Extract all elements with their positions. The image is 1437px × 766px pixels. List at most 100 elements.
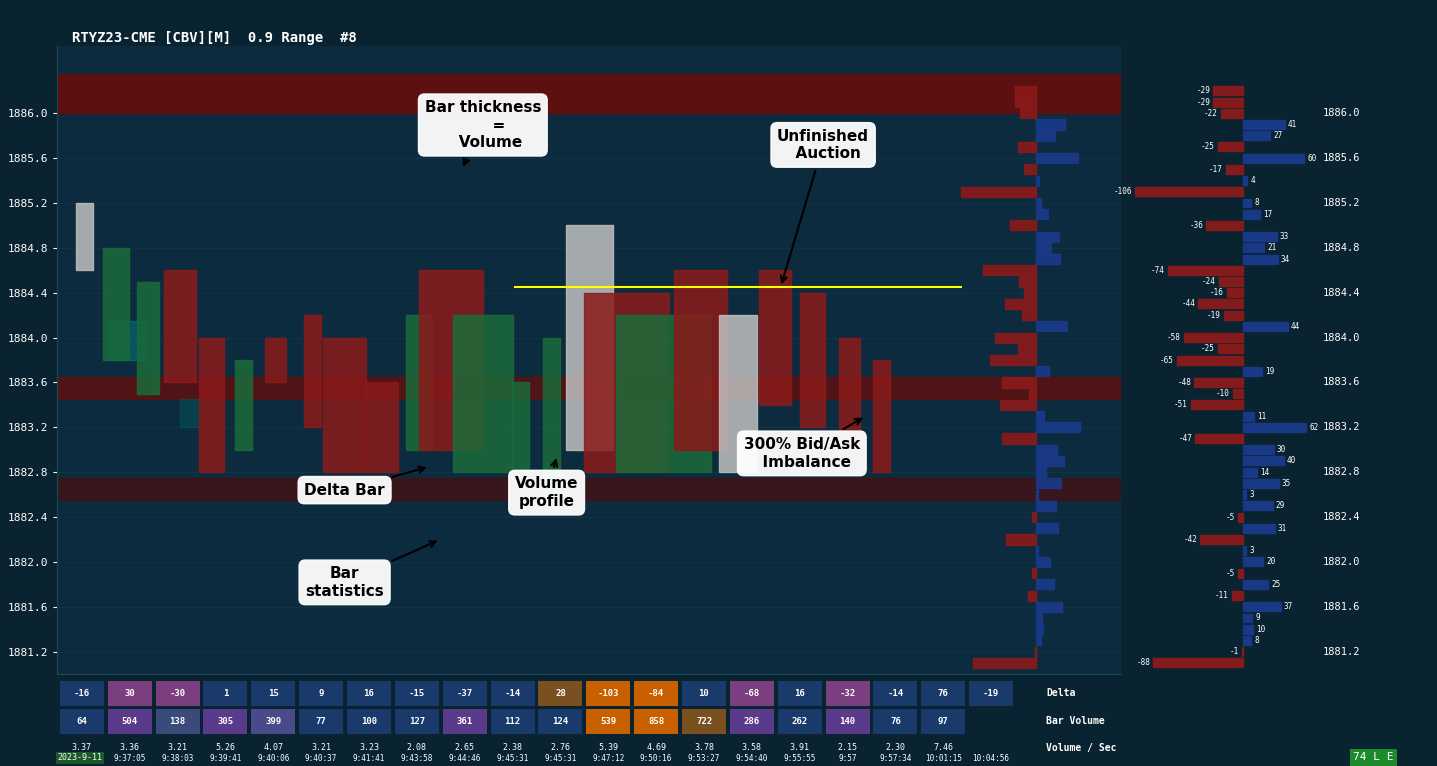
Text: 127: 127 xyxy=(408,717,425,726)
Bar xyxy=(1032,568,1036,578)
Text: 4.07: 4.07 xyxy=(263,743,283,752)
Text: 361: 361 xyxy=(457,717,473,726)
Bar xyxy=(1200,535,1243,544)
FancyBboxPatch shape xyxy=(683,680,726,706)
Text: -48: -48 xyxy=(1177,378,1191,387)
Text: 722: 722 xyxy=(696,717,711,726)
Bar xyxy=(1036,501,1056,511)
Text: -11: -11 xyxy=(1214,591,1229,600)
Text: 10: 10 xyxy=(698,689,710,698)
FancyBboxPatch shape xyxy=(874,680,917,706)
FancyBboxPatch shape xyxy=(825,709,869,734)
FancyBboxPatch shape xyxy=(204,709,247,734)
Bar xyxy=(109,321,145,360)
Text: 30: 30 xyxy=(125,689,135,698)
Text: 9:43:58: 9:43:58 xyxy=(401,754,433,763)
Bar xyxy=(1243,614,1252,623)
Text: 1885.2: 1885.2 xyxy=(1322,198,1359,208)
Text: 9:44:46: 9:44:46 xyxy=(448,754,481,763)
Bar xyxy=(1036,209,1048,219)
FancyBboxPatch shape xyxy=(921,709,966,734)
Text: -14: -14 xyxy=(504,689,520,698)
Bar xyxy=(236,360,251,450)
Bar xyxy=(1036,635,1042,646)
Text: 16: 16 xyxy=(795,689,805,698)
Bar xyxy=(1036,198,1042,208)
Text: 31: 31 xyxy=(1277,524,1288,533)
Text: -14: -14 xyxy=(887,689,904,698)
Bar xyxy=(1036,523,1058,533)
Text: -17: -17 xyxy=(1209,165,1223,174)
FancyBboxPatch shape xyxy=(634,680,678,706)
Text: 1882.8: 1882.8 xyxy=(1322,467,1359,477)
Text: 9:53:27: 9:53:27 xyxy=(688,754,720,763)
FancyBboxPatch shape xyxy=(395,680,438,706)
Bar xyxy=(1036,411,1043,421)
Bar xyxy=(1243,411,1255,421)
Text: -19: -19 xyxy=(983,689,999,698)
Text: 4: 4 xyxy=(1250,176,1255,185)
Bar xyxy=(1002,378,1036,388)
Text: 5.39: 5.39 xyxy=(598,743,618,752)
FancyBboxPatch shape xyxy=(539,709,582,734)
Bar xyxy=(1036,422,1079,432)
Bar xyxy=(1191,401,1243,409)
Text: 2.30: 2.30 xyxy=(885,743,905,752)
Text: 76: 76 xyxy=(890,717,901,726)
Bar xyxy=(1243,479,1279,488)
Text: 60: 60 xyxy=(1308,154,1316,162)
Text: -58: -58 xyxy=(1167,333,1181,342)
Text: 10: 10 xyxy=(1256,625,1266,633)
Text: 11: 11 xyxy=(1257,411,1266,421)
Bar xyxy=(1232,591,1243,600)
Bar xyxy=(1168,266,1243,275)
Bar xyxy=(57,377,1121,399)
Text: -37: -37 xyxy=(457,689,473,698)
Text: -51: -51 xyxy=(1174,401,1188,409)
Text: 262: 262 xyxy=(792,717,808,726)
Text: 3.78: 3.78 xyxy=(694,743,714,752)
Text: -42: -42 xyxy=(1183,535,1197,544)
Text: 9:47:12: 9:47:12 xyxy=(592,754,625,763)
Text: 3.36: 3.36 xyxy=(119,743,139,752)
Text: 16: 16 xyxy=(364,689,375,698)
Text: Unfinished
  Auction: Unfinished Auction xyxy=(777,129,869,282)
Bar xyxy=(1243,176,1247,185)
Text: 399: 399 xyxy=(266,717,282,726)
FancyBboxPatch shape xyxy=(155,709,200,734)
Text: 10:04:56: 10:04:56 xyxy=(973,754,1010,763)
Bar xyxy=(1194,378,1243,387)
Bar xyxy=(1196,434,1243,443)
Text: 35: 35 xyxy=(1282,479,1290,488)
Bar xyxy=(138,282,158,394)
Text: 21: 21 xyxy=(1267,244,1276,252)
Bar xyxy=(1237,568,1243,578)
Bar xyxy=(1000,400,1036,410)
Bar xyxy=(1198,300,1243,309)
Bar xyxy=(1036,478,1061,489)
Text: 9:36:23: 9:36:23 xyxy=(66,754,98,763)
Bar xyxy=(1237,512,1243,522)
FancyBboxPatch shape xyxy=(634,709,678,734)
FancyBboxPatch shape xyxy=(825,680,869,706)
Bar xyxy=(1217,142,1243,152)
Text: -16: -16 xyxy=(1210,288,1224,297)
Text: 504: 504 xyxy=(122,717,138,726)
Bar xyxy=(1243,602,1280,611)
Text: 1884.0: 1884.0 xyxy=(1322,332,1359,342)
Bar xyxy=(453,315,513,472)
Bar xyxy=(1017,344,1036,354)
Text: Volume / Sec: Volume / Sec xyxy=(1046,742,1117,753)
Text: 1884.4: 1884.4 xyxy=(1322,288,1359,298)
Bar xyxy=(1036,231,1059,242)
Text: 858: 858 xyxy=(648,717,664,726)
Text: 2.65: 2.65 xyxy=(454,743,474,752)
FancyBboxPatch shape xyxy=(299,680,343,706)
Bar xyxy=(1217,345,1243,353)
Bar xyxy=(1036,557,1050,567)
Bar xyxy=(1243,423,1306,432)
FancyBboxPatch shape xyxy=(539,680,582,706)
Bar xyxy=(164,270,195,382)
Text: 77: 77 xyxy=(316,717,326,726)
Bar xyxy=(1243,502,1273,510)
